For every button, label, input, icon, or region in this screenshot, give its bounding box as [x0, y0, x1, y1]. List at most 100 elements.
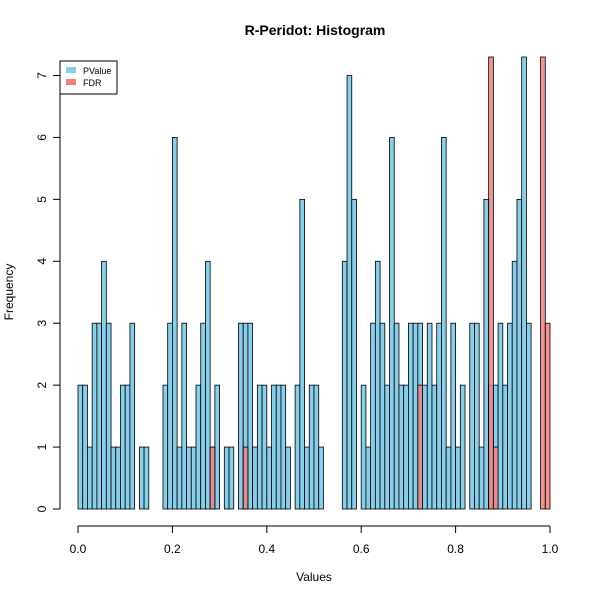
chart-title: R-Peridot: Histogram	[245, 22, 386, 38]
pvalue-bar	[266, 446, 272, 510]
pvalue-bar	[341, 260, 348, 510]
pvalue-bar	[365, 446, 372, 510]
pvalue-bar	[247, 322, 254, 510]
pvalue-bar	[379, 322, 386, 510]
pvalue-bar	[507, 322, 513, 510]
pvalue-bar	[162, 384, 169, 510]
pvalue-bar	[91, 322, 98, 510]
fdr-bars	[209, 56, 551, 510]
legend-box	[59, 60, 118, 95]
pvalue-bar	[436, 322, 442, 510]
pvalue-bar	[280, 384, 287, 510]
pvalue-bar	[374, 260, 381, 510]
pvalue-bar	[252, 446, 258, 510]
pvalue-bar	[110, 446, 117, 510]
pvalue-bar	[412, 322, 419, 510]
pvalue-bar	[138, 446, 145, 510]
y-tick-label: 7	[35, 72, 49, 79]
x-axis: 0.0 0.2 0.4 0.6 0.8 1.0	[70, 525, 559, 556]
pvalue-bar	[275, 384, 282, 510]
pvalue-bar	[398, 384, 405, 510]
pvalue-bar	[129, 322, 136, 510]
x-tick-label: 0.4	[258, 542, 275, 556]
legend-swatch-fdr	[66, 79, 76, 85]
pvalue-bar	[384, 384, 390, 510]
pvalue-bar	[200, 322, 206, 510]
pvalue-bar	[360, 384, 367, 510]
pvalue-bar	[478, 446, 485, 510]
y-axis: 0 1 2 3 4 5 6 7	[35, 72, 61, 512]
fdr-bar	[492, 446, 499, 510]
y-axis-label: Frequency	[2, 264, 16, 321]
pvalue-bar	[181, 322, 187, 510]
pvalue-bar	[299, 198, 305, 510]
pvalue-bar	[285, 446, 291, 510]
fdr-bar	[242, 446, 249, 510]
pvalue-bar	[516, 198, 523, 510]
pvalue-bar	[393, 322, 400, 510]
pvalue-bar	[422, 384, 428, 510]
fdr-bar	[209, 446, 216, 510]
pvalue-bar	[176, 446, 183, 510]
pvalue-bar	[171, 137, 178, 510]
y-tick-label: 0	[35, 505, 49, 512]
pvalue-bar	[214, 384, 221, 510]
pvalue-bar	[223, 446, 230, 510]
pvalue-bar	[469, 322, 475, 510]
pvalue-bar	[195, 384, 202, 510]
fdr-bar	[540, 56, 546, 510]
pvalue-bar	[521, 56, 527, 510]
pvalue-bar	[96, 322, 102, 510]
fdr-bar	[417, 384, 423, 510]
y-tick-label: 3	[35, 320, 49, 327]
pvalue-bar	[474, 322, 480, 510]
pvalue-bar	[483, 198, 490, 510]
pvalue-bar	[143, 446, 150, 510]
fdr-bar	[544, 322, 551, 510]
pvalue-bar	[445, 446, 452, 510]
pvalue-bar	[87, 446, 93, 510]
pvalue-bar	[205, 260, 211, 510]
pvalue-bar	[77, 384, 84, 510]
pvalue-bar	[497, 322, 504, 510]
fdr-bar	[488, 56, 494, 510]
pvalue-bar	[403, 384, 409, 510]
pvalue-bar	[271, 384, 277, 510]
pvalue-bar	[101, 260, 107, 510]
pvalue-bar	[313, 384, 320, 510]
x-tick-label: 0.6	[353, 542, 370, 556]
pvalue-bar	[82, 384, 88, 510]
pvalue-bar	[441, 137, 447, 510]
pvalue-bar	[115, 446, 121, 510]
pvalue-bar	[526, 322, 532, 510]
pvalue-bar	[256, 384, 263, 510]
pvalue-bar	[502, 384, 508, 510]
x-tick-label: 0.0	[70, 542, 87, 556]
pvalue-bar	[124, 384, 131, 510]
x-tick-label: 1.0	[542, 542, 559, 556]
pvalue-bar	[120, 384, 126, 510]
pvalue-bar	[426, 322, 433, 510]
pvalue-bar	[351, 198, 357, 510]
pvalue-bar	[459, 384, 466, 510]
pvalue-bar	[186, 446, 192, 510]
pvalue-bar	[261, 384, 268, 510]
y-tick-label: 6	[35, 134, 49, 141]
pvalue-bar	[318, 446, 324, 510]
pvalue-bar	[308, 384, 315, 510]
x-axis-label: Values	[296, 570, 332, 584]
pvalue-bar	[105, 322, 112, 510]
pvalue-bar	[228, 446, 235, 510]
y-tick-label: 2	[35, 381, 49, 388]
pvalue-bar	[389, 137, 395, 510]
pvalue-bar	[190, 446, 197, 510]
pvalue-bar	[450, 322, 457, 510]
legend-swatch-pvalue	[66, 67, 76, 73]
pvalue-bar	[511, 260, 518, 510]
legend: PValue FDR	[59, 60, 118, 95]
pvalue-bar	[167, 322, 173, 510]
y-tick-label: 1	[35, 443, 49, 450]
pvalue-bar	[455, 446, 461, 510]
pvalue-bar	[294, 384, 301, 510]
